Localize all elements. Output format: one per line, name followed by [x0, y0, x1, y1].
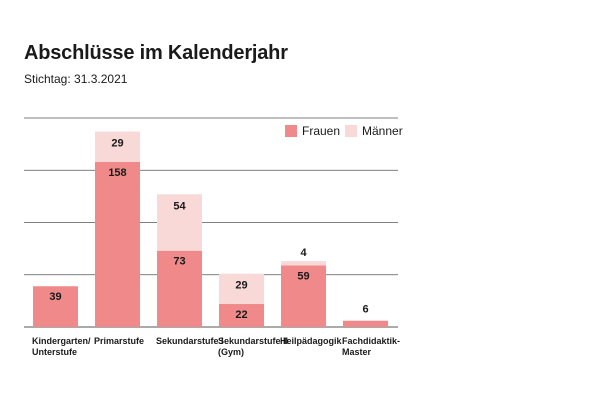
- category-label: Primarstufe: [94, 336, 144, 346]
- bar-frauen: [157, 250, 202, 327]
- data-label-maenner: 29: [111, 138, 123, 150]
- bar-maenner: [95, 131, 140, 162]
- chart-title: Abschlüsse im Kalenderjahr: [24, 42, 288, 64]
- category-label: Sekundarstufe I: [156, 336, 224, 346]
- category-label-line: (Gym): [218, 347, 244, 357]
- category-label-line: Sekundarstufe II: [218, 336, 288, 346]
- chart-subtitle: Stichtag: 31.3.2021: [24, 72, 128, 86]
- data-label-frauen: 73: [173, 256, 185, 268]
- data-label-frauen: 59: [297, 270, 309, 282]
- category-label: Sekundarstufe II (Gym): [218, 336, 288, 357]
- bar-maenner: [281, 261, 326, 266]
- bar-maenner: [157, 194, 202, 251]
- category-label-line: Primarstufe: [94, 336, 144, 346]
- bar-frauen: [343, 320, 388, 327]
- bar-frauen: [33, 286, 78, 327]
- legend-label-maenner: Männer: [362, 124, 403, 138]
- data-label-frauen: 158: [108, 167, 126, 179]
- category-label: Fachdidaktik-Master: [342, 336, 400, 357]
- category-label-line: Heilpädagogik: [280, 336, 343, 346]
- legend-swatch-maenner: [345, 125, 357, 137]
- category-label: Heilpädagogik: [280, 336, 343, 346]
- category-label-line: Fachdidaktik-: [342, 336, 400, 346]
- legend-swatch-frauen: [285, 125, 297, 137]
- data-label-frauen: 39: [49, 291, 61, 303]
- data-label-frauen: 22: [235, 309, 247, 321]
- data-label-maenner: 4: [300, 247, 307, 259]
- data-label-maenner: 54: [173, 200, 186, 212]
- category-label: Kindergarten/Unterstufe: [32, 336, 91, 357]
- bar-frauen: [219, 304, 264, 327]
- bar-frauen: [281, 265, 326, 327]
- legend-label-frauen: Frauen: [302, 124, 340, 138]
- category-label-line: Master: [342, 347, 372, 357]
- data-label-maenner: 29: [235, 280, 247, 292]
- data-label-frauen: 6: [362, 304, 368, 316]
- category-label-line: Sekundarstufe I: [156, 336, 224, 346]
- category-label-line: Kindergarten/: [32, 336, 91, 346]
- bar-frauen: [95, 161, 140, 327]
- category-label-line: Unterstufe: [32, 347, 77, 357]
- bar-maenner: [219, 273, 264, 305]
